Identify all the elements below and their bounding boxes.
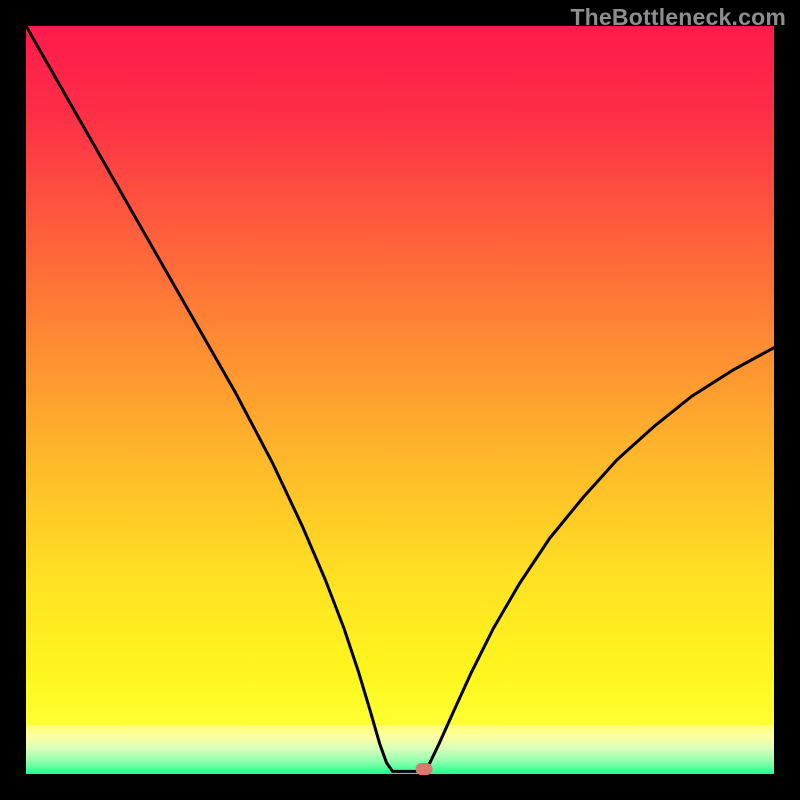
plot-area <box>26 26 774 774</box>
chart-container: TheBottleneck.com <box>0 0 800 800</box>
optimal-marker <box>415 763 432 775</box>
bottleneck-curve-path <box>26 26 774 771</box>
bottleneck-curve-svg <box>26 26 774 774</box>
watermark-text: TheBottleneck.com <box>570 4 786 31</box>
